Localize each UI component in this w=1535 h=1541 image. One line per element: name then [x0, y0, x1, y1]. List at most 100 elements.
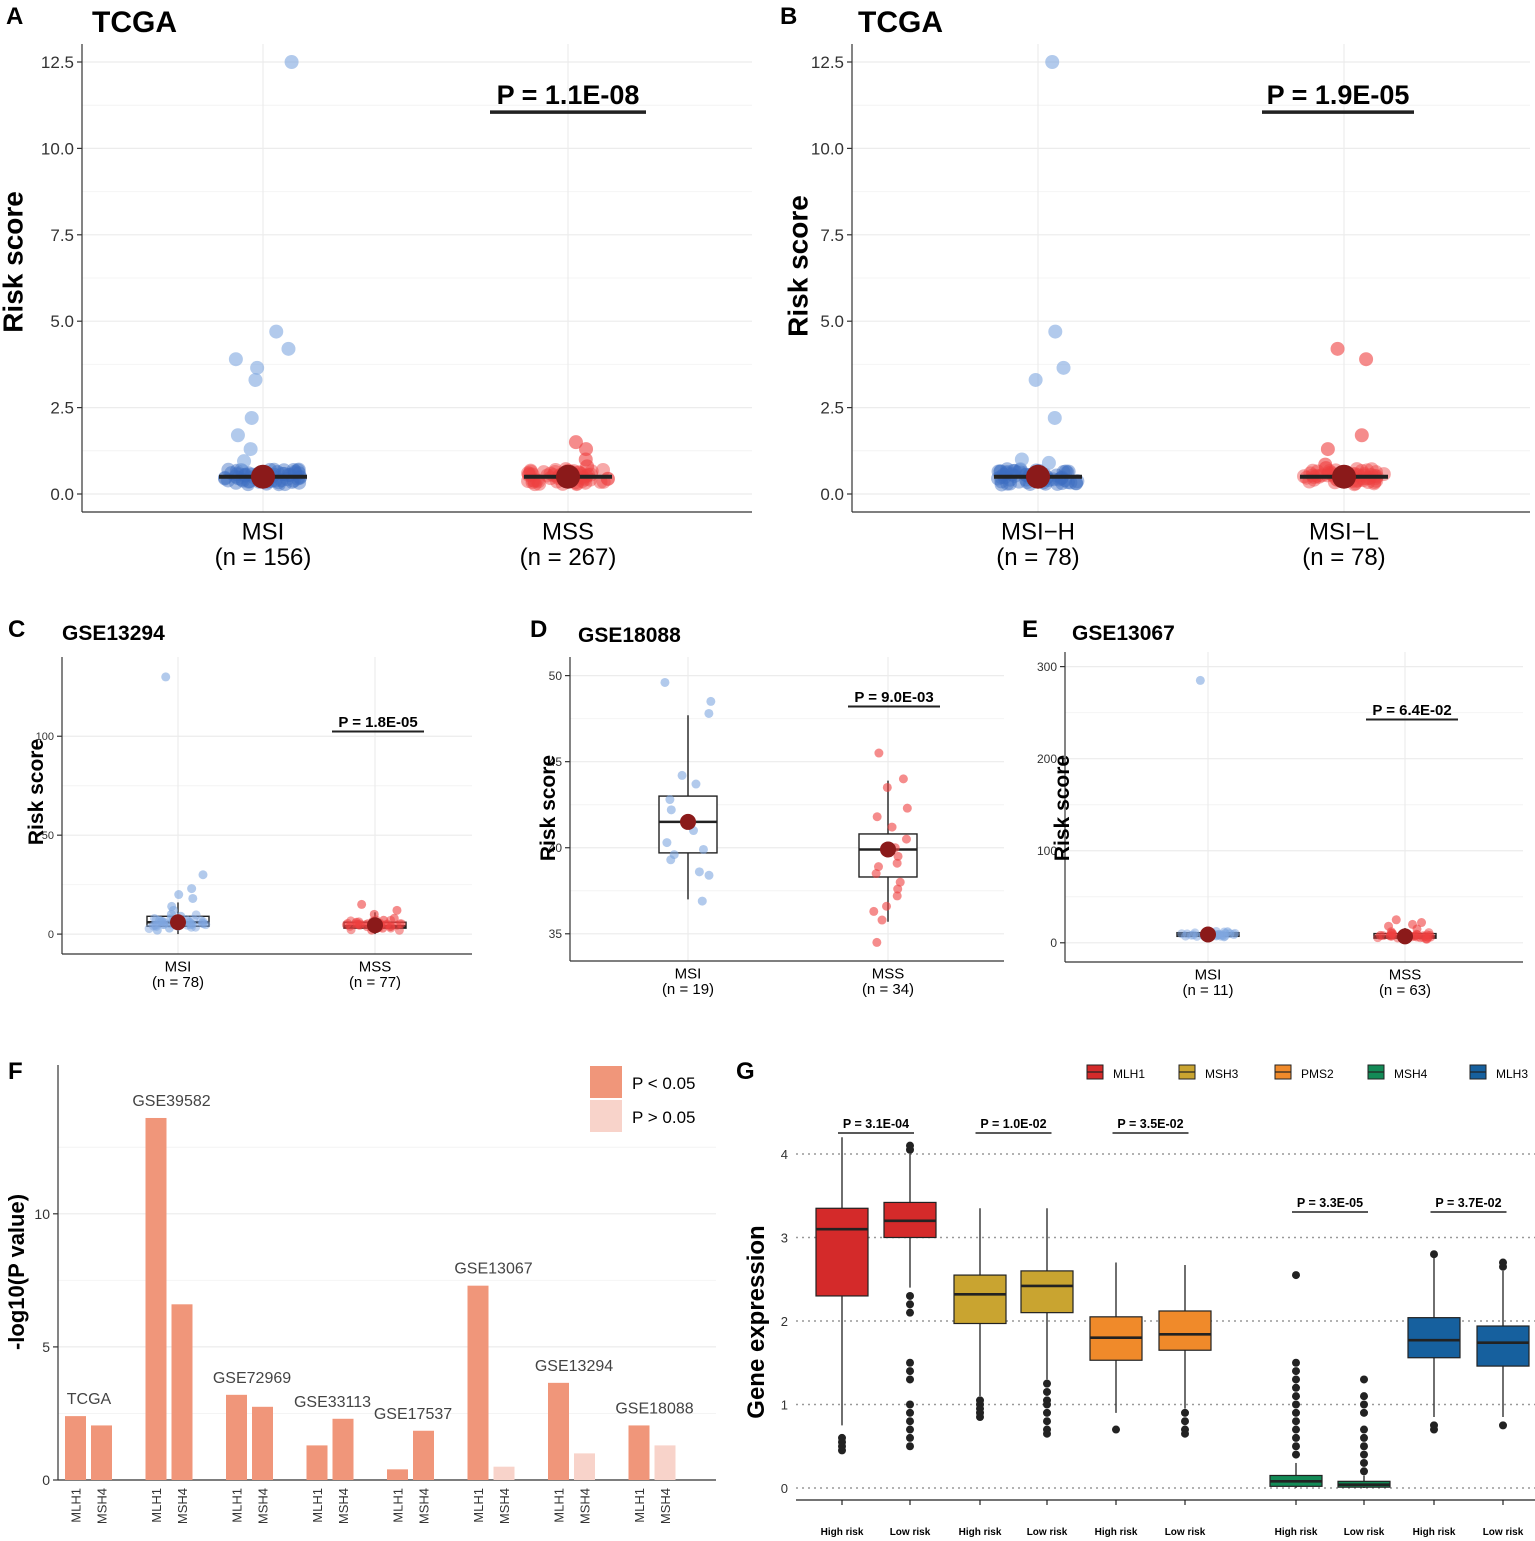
outlier-point-G	[906, 1442, 914, 1451]
data-point-D	[666, 805, 676, 815]
y-tick-label-G: 0	[781, 1481, 788, 1496]
outlier-point-G	[1360, 1408, 1368, 1417]
p-value-G: P = 3.3E-05	[1297, 1196, 1363, 1210]
data-point-D	[882, 782, 892, 792]
data-point-A	[228, 475, 243, 490]
data-point-C	[386, 921, 396, 931]
data-point-D	[869, 906, 879, 916]
box-MLH1-0	[815, 1207, 869, 1297]
outlier-point-G	[838, 1446, 846, 1455]
legend-label-F: P > 0.05	[632, 1108, 696, 1127]
x-category-label-B: MSI−L	[1309, 519, 1379, 546]
x-category-count-A: (n = 156)	[215, 544, 312, 571]
panel-letter-F: F	[8, 1058, 23, 1085]
outlier-point-G	[1499, 1421, 1507, 1430]
outlier-point-G	[976, 1413, 984, 1422]
p-value-B: P = 1.9E-05	[1267, 80, 1410, 110]
x-category-label-B: MSI−H	[1001, 519, 1075, 546]
outlier-point-G	[906, 1145, 914, 1154]
p-value-G: P = 3.1E-04	[843, 1117, 909, 1131]
data-point-B	[1000, 462, 1015, 477]
data-point-D	[892, 858, 902, 868]
data-point-B	[1367, 476, 1382, 491]
data-point-C	[346, 925, 356, 935]
outlier-point-G	[1292, 1271, 1300, 1280]
dataset-label-F: GSE18088	[615, 1400, 693, 1417]
bar-GSE13294-MLH1	[548, 1382, 569, 1480]
outlier-point-G	[1360, 1442, 1368, 1451]
panel-letter-G: G	[736, 1058, 755, 1085]
data-point-A	[221, 462, 236, 477]
outlier-point-G	[1430, 1425, 1438, 1434]
data-point-B	[1359, 352, 1374, 367]
panel-letter-A: A	[6, 3, 23, 30]
data-point-D	[873, 862, 883, 872]
bar-GSE72969-MLH1	[226, 1394, 247, 1480]
outlier-point-G	[1292, 1375, 1300, 1384]
y-tick-label-B: 2.5	[820, 399, 844, 418]
x-tick-label-G: High risk	[1413, 1527, 1456, 1538]
data-point-A	[248, 372, 263, 387]
outlier-point-G	[906, 1417, 914, 1426]
y-tick-label-A: 12.5	[41, 53, 74, 72]
y-tick-label-D: 35	[549, 927, 563, 941]
data-point-B	[1068, 476, 1083, 491]
x-tick-label-F: MLH1	[391, 1488, 406, 1523]
dataset-label-F: GSE13067	[454, 1261, 532, 1278]
y-tick-label-C: 100	[36, 731, 54, 743]
y-tick-label-E: 0	[1050, 936, 1057, 950]
data-point-A	[596, 462, 611, 477]
x-category-count-E: (n = 63)	[1379, 982, 1431, 999]
outlier-point-G	[906, 1308, 914, 1317]
data-point-B	[1000, 476, 1015, 491]
y-axis-title-F: -log10(P value)	[4, 1194, 29, 1350]
x-category-count-C: (n = 77)	[349, 974, 401, 991]
data-point-A	[580, 459, 595, 474]
y-tick-label-A: 2.5	[50, 399, 74, 418]
data-point-D	[872, 812, 882, 822]
mean-marker-E	[1200, 926, 1216, 943]
outlier-point-G	[1181, 1429, 1189, 1438]
data-point-A	[276, 463, 291, 478]
y-axis-title-E: Risk score	[1051, 755, 1074, 861]
dataset-label-F: GSE33113	[294, 1394, 371, 1411]
outlier-point-G	[906, 1408, 914, 1417]
bar-GSE39582-MLH1	[145, 1117, 167, 1480]
outlier-point-G	[1043, 1400, 1051, 1409]
x-tick-label-G: High risk	[1095, 1527, 1138, 1538]
data-point-C	[187, 884, 197, 894]
outlier-point-G	[906, 1291, 914, 1300]
data-point-B	[1006, 463, 1021, 478]
data-point-C	[174, 890, 184, 900]
data-point-B	[1330, 341, 1345, 356]
data-point-E	[1417, 918, 1427, 928]
data-point-E	[1422, 934, 1432, 944]
y-tick-label-A: 5.0	[50, 312, 74, 331]
panel-letter-B: B	[780, 3, 797, 30]
data-point-A	[532, 476, 547, 491]
data-point-A	[269, 324, 284, 339]
y-tick-label-F: 10	[34, 1206, 50, 1222]
dataset-label-F: GSE13294	[535, 1358, 613, 1375]
outlier-point-G	[1360, 1458, 1368, 1467]
outlier-point-G	[1360, 1400, 1368, 1409]
data-point-D	[691, 779, 701, 789]
mean-marker-C	[367, 917, 383, 934]
p-value-E: P = 6.4E-02	[1372, 702, 1451, 719]
data-point-B	[1047, 410, 1062, 425]
outlier-point-G	[1292, 1400, 1300, 1409]
data-point-C	[394, 925, 404, 935]
y-tick-label-C: 50	[42, 830, 54, 842]
dataset-label-F: GSE72969	[213, 1370, 291, 1387]
data-point-B	[1305, 463, 1320, 478]
x-tick-label-G: High risk	[959, 1527, 1002, 1538]
data-point-B	[1063, 475, 1078, 490]
data-point-D	[677, 770, 687, 780]
chart-title-A: TCGA	[92, 6, 177, 39]
box-MLH3-1	[1476, 1325, 1530, 1367]
data-point-B	[1360, 463, 1375, 478]
data-point-D	[893, 884, 903, 894]
data-point-D	[665, 795, 675, 805]
box-MLH3-0	[1407, 1317, 1461, 1359]
data-point-C	[369, 909, 379, 919]
